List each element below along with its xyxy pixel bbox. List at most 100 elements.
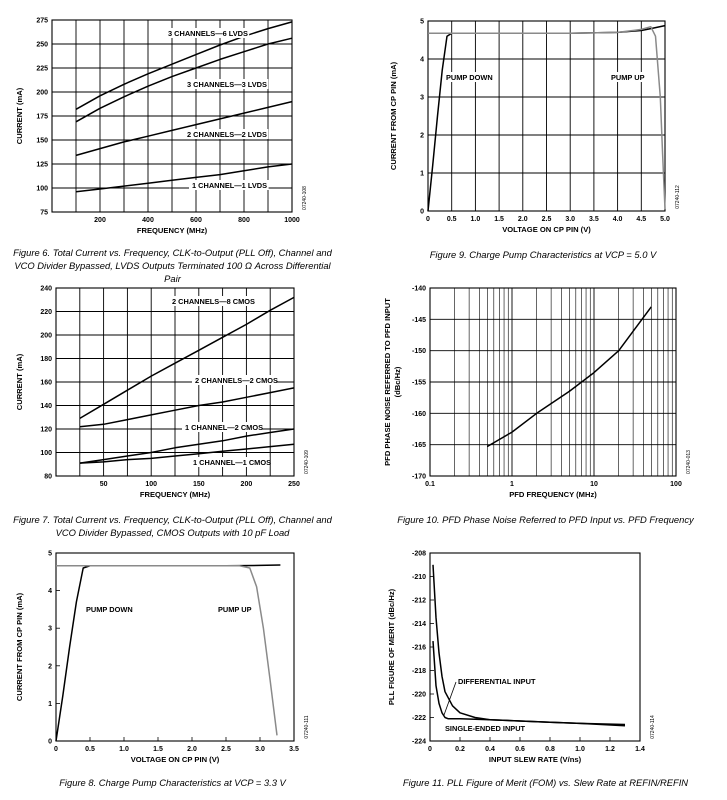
x-tick-label: 2.0 (187, 746, 197, 753)
y-axis-title: CURRENT FROM CP PIN (mA) (389, 61, 398, 170)
y-tick-label: 3 (420, 95, 424, 102)
x-tick-label: 400 (142, 217, 154, 224)
figure-6-panel: 200 400 600 800 1000 75 100 125 150 175 200 225 250 2… (0, 0, 345, 285)
y-tick-label: 150 (36, 138, 48, 145)
y-tick-label: 200 (36, 90, 48, 97)
y-tick-label: -155 (412, 380, 426, 387)
y-tick-label: 120 (40, 427, 52, 434)
x-tick-label: 1.0 (575, 746, 585, 753)
y-tick-label: -224 (412, 739, 426, 746)
y-axis-title: CURRENT FROM CP PIN (mA) (15, 592, 24, 701)
y-tick-label: 2 (48, 663, 52, 670)
y-tick-label: -212 (412, 598, 426, 605)
series-line-2 (56, 565, 278, 736)
label-background (189, 180, 269, 190)
series-label-differential: DIFFERENTIAL INPUT (458, 677, 536, 686)
x-tick-label: 0.2 (455, 746, 465, 753)
x-tick-label: 0.6 (515, 746, 525, 753)
figure-8-chart: 0 0.5 1.0 1.5 2.0 2.5 3.0 3.5 0 1 2 3 4 5 VOLTAGE ON C… (15, 551, 310, 765)
series-line-2 (428, 25, 666, 210)
plot-frame (429, 287, 677, 477)
x-tick-label: 3.0 (255, 746, 265, 753)
figure-6-chart: 200 400 600 800 1000 75 100 125 150 175 200 225 250 2… (15, 18, 308, 236)
annotation-pump-up: PUMP UP (218, 605, 252, 614)
y-tick-label: 160 (40, 380, 52, 387)
x-tick-label: 800 (238, 217, 250, 224)
label-leader-line (443, 681, 457, 716)
label-background (455, 676, 544, 686)
series-line-1 (79, 296, 295, 420)
series-label-1ch-1lvds: 1 CHANNEL—1 LVDS (192, 181, 267, 190)
x-axis-title: PFD FREQUENCY (MHz) (509, 490, 597, 499)
x-tick-label: 10 (590, 481, 598, 488)
x-tick-label: 1.2 (605, 746, 615, 753)
series-line-1 (486, 306, 652, 448)
series-label-1ch-2cmos: 1 CHANNEL—2 CMOS (185, 423, 263, 432)
figure-7-caption: Figure 7. Total Current vs. Frequency, C… (13, 514, 332, 538)
figure-9-caption: Figure 9. Charge Pump Characteristics at… (429, 249, 657, 260)
series-label-3ch-6lvds: 3 CHANNELS—6 LVDS (168, 29, 248, 38)
series-line-4 (75, 163, 293, 193)
x-tick-label: 1.5 (153, 746, 163, 753)
figure-11-chart: 0 0.2 0.4 0.6 0.8 1.0 1.2 1.4 -224 -222 -220 -218 -2… (387, 551, 656, 765)
x-tick-label: 0.4 (485, 746, 495, 753)
x-tick-label: 1.0 (471, 216, 481, 223)
y-tick-label: 180 (40, 356, 52, 363)
label-background (184, 129, 269, 139)
y-tick-label: -222 (412, 715, 426, 722)
figure-code-label: 07240-109 (304, 450, 310, 474)
x-tick-label: 2.5 (221, 746, 231, 753)
x-tick-label: 150 (193, 481, 205, 488)
y-axis-title-unit: (dBc/Hz) (393, 366, 402, 397)
x-tick-label: 1.5 (494, 216, 504, 223)
label-background (182, 422, 262, 432)
figure-6-caption: Figure 6. Total Current vs. Frequency, C… (13, 247, 332, 284)
figure-10-chart: 0.1 1 10 100 -170 -165 -160 -155 -150 -145 -140 PFD… (383, 286, 692, 500)
figure-9-chart: 0 0.5 1.0 1.5 2.0 2.5 3.0 3.5 4.0 4.5 5.0 0 1 2 3 4 5 VOL… (389, 19, 681, 235)
plot-frame (55, 552, 295, 742)
y-tick-label: 4 (48, 588, 52, 595)
y-tick-label: 2 (420, 133, 424, 140)
figure-code-label: 07240-111 (304, 715, 310, 738)
series-line-1 (432, 564, 626, 726)
label-background (192, 375, 277, 385)
y-tick-label: 1 (48, 701, 52, 708)
label-background (169, 296, 254, 306)
y-tick-label: 80 (44, 474, 52, 481)
x-tick-label: 2.5 (542, 216, 552, 223)
x-tick-label: 1 (510, 481, 514, 488)
y-tick-label: 5 (420, 19, 424, 26)
series-line-2 (79, 387, 295, 428)
figure-code-label: 07240-114 (650, 715, 656, 739)
y-tick-label: 100 (36, 186, 48, 193)
series-label-2ch-8cmos: 2 CHANNELS—8 CMOS (172, 297, 255, 306)
y-tick-label: 0 (48, 739, 52, 746)
x-tick-label: 2.0 (518, 216, 528, 223)
x-axis-title: INPUT SLEW RATE (V/ns) (489, 755, 582, 764)
plot-frame (51, 19, 293, 213)
x-tick-label: 3.5 (589, 216, 599, 223)
figure-code-label: 07240-112 (675, 185, 681, 209)
x-axis-title: VOLTAGE ON CP PIN (V) (131, 755, 220, 764)
y-tick-label: -218 (412, 668, 426, 675)
y-tick-label: 125 (36, 162, 48, 169)
y-tick-label: 275 (36, 18, 48, 25)
series-label-single-ended: SINGLE-ENDED INPUT (445, 724, 526, 733)
figure-7-panel: 50 100 150 200 250 80 100 120 140 160 180 200 220 240… (0, 280, 345, 542)
y-tick-label: 0 (420, 209, 424, 216)
y-axis-title: PFD PHASE NOISE REFERRED TO PFD INPUT (383, 298, 392, 466)
x-tick-label: 4.0 (613, 216, 623, 223)
figure-10-panel: 0.1 1 10 100 -170 -165 -160 -155 -150 -145 -140 PFD… (368, 280, 727, 542)
series-label-1ch-1cmos: 1 CHANNEL—1 CMOS (193, 458, 271, 467)
y-tick-label: 175 (36, 114, 48, 121)
figure-code-label: 07240-013 (686, 450, 692, 474)
series-line-4 (79, 443, 295, 464)
x-tick-label: 1.4 (635, 746, 645, 753)
series-label-2ch-2lvds: 2 CHANNELS—2 LVDS (187, 130, 267, 139)
plot-frame (429, 552, 641, 742)
y-tick-label: 3 (48, 626, 52, 633)
y-tick-label: -210 (412, 574, 426, 581)
x-tick-label: 200 (241, 481, 253, 488)
y-tick-label: 250 (36, 42, 48, 49)
